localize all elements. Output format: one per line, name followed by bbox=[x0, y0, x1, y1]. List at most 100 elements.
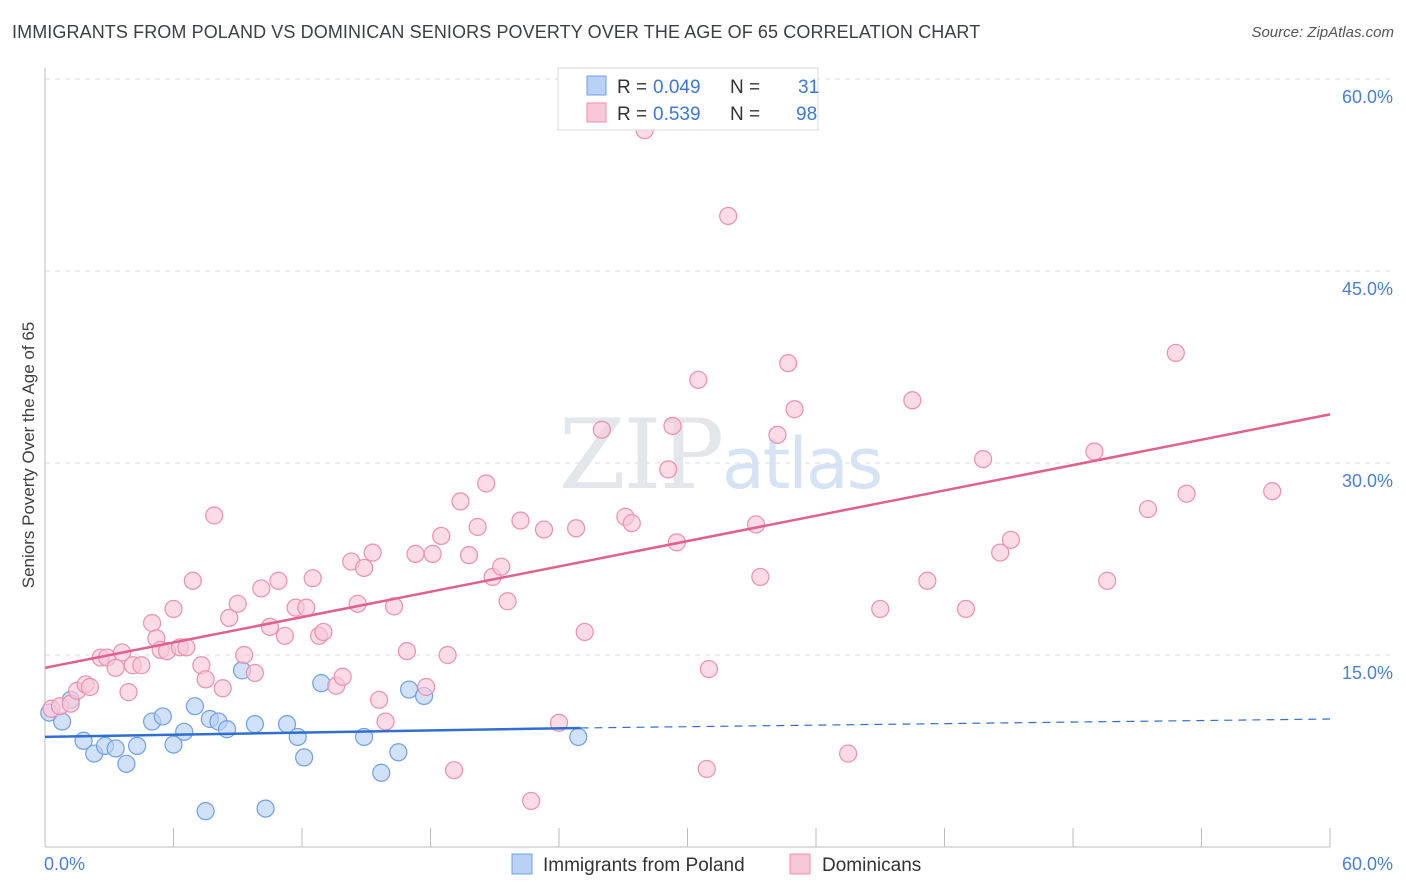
series-legend: Immigrants from Poland Dominicans bbox=[511, 853, 921, 876]
point-1-28 bbox=[245, 663, 264, 683]
point-1-13 bbox=[142, 613, 162, 633]
point-1-85 bbox=[903, 391, 922, 410]
point-1-47 bbox=[397, 642, 417, 661]
point-1-72 bbox=[663, 416, 682, 435]
legend-swatch-poland bbox=[586, 75, 607, 96]
y-tick-label-15: 15.0% bbox=[1342, 663, 1393, 683]
gridlines bbox=[45, 78, 1393, 656]
point-0-23 bbox=[295, 748, 314, 767]
point-1-44 bbox=[370, 690, 389, 709]
trend-line-1 bbox=[44, 413, 1331, 670]
y-axis-label: Seniors Poverty Over the Age of 65 bbox=[19, 322, 38, 588]
point-1-61 bbox=[511, 511, 530, 530]
point-1-86 bbox=[918, 571, 937, 590]
point-1-91 bbox=[1085, 442, 1104, 461]
watermark: ZIPatlas bbox=[559, 399, 881, 511]
point-0-11 bbox=[164, 735, 183, 754]
point-0-13 bbox=[185, 697, 205, 716]
point-1-89 bbox=[991, 543, 1010, 562]
point-1-79 bbox=[751, 567, 770, 587]
axes bbox=[44, 68, 1331, 848]
point-1-42 bbox=[355, 558, 374, 578]
point-0-8 bbox=[127, 736, 147, 755]
point-0-26 bbox=[372, 763, 391, 782]
watermark-atlas: atlas bbox=[722, 423, 881, 505]
legend-swatch-poland-bottom bbox=[511, 853, 533, 875]
point-1-83 bbox=[839, 744, 858, 763]
point-0-14 bbox=[196, 802, 215, 821]
point-1-80 bbox=[768, 425, 787, 444]
legend-label-dominicans: Dominicans bbox=[822, 855, 921, 876]
point-1-37 bbox=[314, 622, 333, 642]
point-1-69 bbox=[622, 514, 641, 533]
point-1-67 bbox=[592, 420, 611, 439]
x-tick-label-min: 0.0% bbox=[44, 854, 85, 874]
trend-lines bbox=[44, 413, 1331, 739]
point-1-90 bbox=[1001, 530, 1020, 549]
point-1-93 bbox=[1138, 499, 1158, 519]
point-1-55 bbox=[459, 546, 479, 565]
point-1-22 bbox=[196, 670, 215, 689]
point-1-5 bbox=[80, 677, 100, 697]
point-1-32 bbox=[275, 626, 294, 645]
point-1-88 bbox=[973, 450, 993, 469]
point-1-60 bbox=[498, 592, 517, 611]
point-1-65 bbox=[567, 519, 586, 538]
point-1-96 bbox=[1263, 482, 1282, 501]
point-1-75 bbox=[697, 759, 716, 779]
point-1-34 bbox=[297, 598, 316, 617]
point-0-19 bbox=[245, 715, 264, 734]
legend-n-value-1: 31 bbox=[798, 77, 819, 98]
data-points bbox=[40, 121, 1282, 821]
legend-n-value-2: 98 bbox=[796, 104, 817, 125]
legend-swatch-dominicans bbox=[586, 102, 607, 123]
point-1-8 bbox=[106, 658, 125, 677]
point-1-17 bbox=[164, 599, 183, 619]
point-1-24 bbox=[213, 679, 232, 698]
point-0-10 bbox=[153, 707, 172, 726]
legend-r-value-1: 0.049 bbox=[653, 77, 701, 98]
point-1-63 bbox=[534, 520, 554, 539]
correlation-legend: R = 0.049 N = 31 R = 0.539 N = 98 bbox=[557, 67, 819, 131]
point-1-66 bbox=[575, 622, 594, 642]
point-0-22 bbox=[288, 727, 307, 747]
point-1-27 bbox=[235, 645, 254, 665]
point-1-95 bbox=[1177, 484, 1196, 503]
legend-r-value-2: 0.539 bbox=[653, 104, 701, 125]
point-1-12 bbox=[132, 656, 151, 675]
point-1-29 bbox=[252, 579, 271, 598]
point-1-84 bbox=[871, 599, 890, 619]
point-1-52 bbox=[438, 645, 457, 665]
legend-r-label-2: R = bbox=[617, 104, 647, 125]
point-1-77 bbox=[719, 206, 738, 226]
point-1-76 bbox=[699, 659, 719, 679]
y-tick-label-45: 45.0% bbox=[1342, 279, 1393, 299]
point-1-43 bbox=[363, 543, 382, 562]
point-0-6 bbox=[106, 739, 125, 758]
point-1-35 bbox=[303, 569, 322, 588]
y-tick-label-30: 30.0% bbox=[1342, 471, 1393, 491]
point-0-27 bbox=[389, 743, 408, 762]
point-1-50 bbox=[423, 544, 442, 563]
legend-swatch-dominicans-bottom bbox=[789, 853, 811, 875]
point-1-57 bbox=[477, 474, 496, 493]
point-1-92 bbox=[1098, 571, 1117, 590]
point-1-54 bbox=[451, 492, 470, 511]
point-1-59 bbox=[492, 557, 511, 576]
y-tick-label-60: 60.0% bbox=[1342, 87, 1393, 107]
point-0-30 bbox=[569, 727, 588, 747]
legend-label-poland: Immigrants from Poland bbox=[543, 855, 745, 876]
point-1-10 bbox=[119, 683, 138, 702]
point-1-49 bbox=[417, 677, 436, 697]
point-1-74 bbox=[689, 370, 708, 389]
point-1-81 bbox=[779, 354, 798, 373]
y-tick-labels: 15.0% 30.0% 45.0% 60.0% bbox=[1342, 87, 1393, 683]
series-1 bbox=[42, 121, 1282, 811]
point-1-20 bbox=[183, 571, 202, 590]
legend-r-label-1: R = bbox=[617, 77, 647, 98]
trend-line-0 bbox=[44, 726, 581, 739]
point-0-24 bbox=[312, 674, 331, 693]
point-1-82 bbox=[785, 400, 804, 419]
point-0-12 bbox=[175, 722, 194, 741]
point-1-56 bbox=[468, 517, 487, 537]
